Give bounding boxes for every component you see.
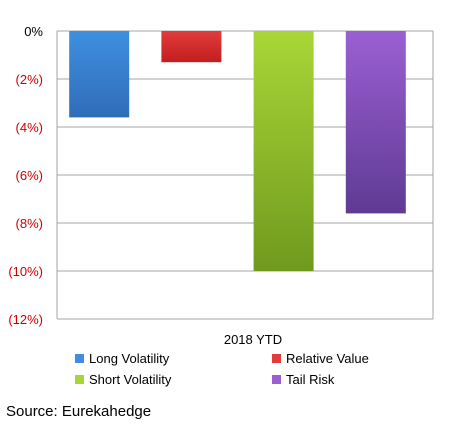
- y-tick-label: (6%): [16, 168, 43, 183]
- source-note: Source: Eurekahedge: [6, 403, 152, 420]
- bars: [69, 31, 406, 271]
- legend-label-tail-risk: Tail Risk: [286, 372, 335, 387]
- legend-swatch-relative-value: [272, 354, 281, 363]
- y-tick-label: (8%): [16, 216, 43, 231]
- legend-label-long-volatility: Long Volatility: [89, 351, 170, 366]
- x-axis-labels: 2018 YTD: [224, 332, 282, 347]
- legend-label-short-volatility: Short Volatility: [89, 372, 172, 387]
- bar-relative-value: [161, 31, 222, 63]
- y-axis-ticks: 0% (2%) (4%) (6%) (8%) (10%) (12%): [8, 24, 43, 327]
- legend-swatch-short-volatility: [75, 375, 84, 384]
- bar-chart: 0% (2%) (4%) (6%) (8%) (10%) (12%) 2018 YTD Lo…: [8, 24, 434, 387]
- bar-short-volatility: [253, 31, 314, 271]
- y-tick-label: 0%: [24, 24, 43, 39]
- y-tick-label: (12%): [8, 312, 43, 327]
- bar-long-volatility: [69, 31, 130, 118]
- bar-tail-risk: [345, 31, 406, 214]
- legend: Long Volatility Relative Value Short Volat…: [75, 351, 369, 387]
- legend-swatch-long-volatility: [75, 354, 84, 363]
- y-tick-label: (4%): [16, 120, 43, 135]
- y-tick-label: (10%): [8, 264, 43, 279]
- legend-swatch-tail-risk: [272, 375, 281, 384]
- legend-label-relative-value: Relative Value: [286, 351, 369, 366]
- y-tick-label: (2%): [16, 72, 43, 87]
- x-category-label: 2018 YTD: [224, 332, 282, 347]
